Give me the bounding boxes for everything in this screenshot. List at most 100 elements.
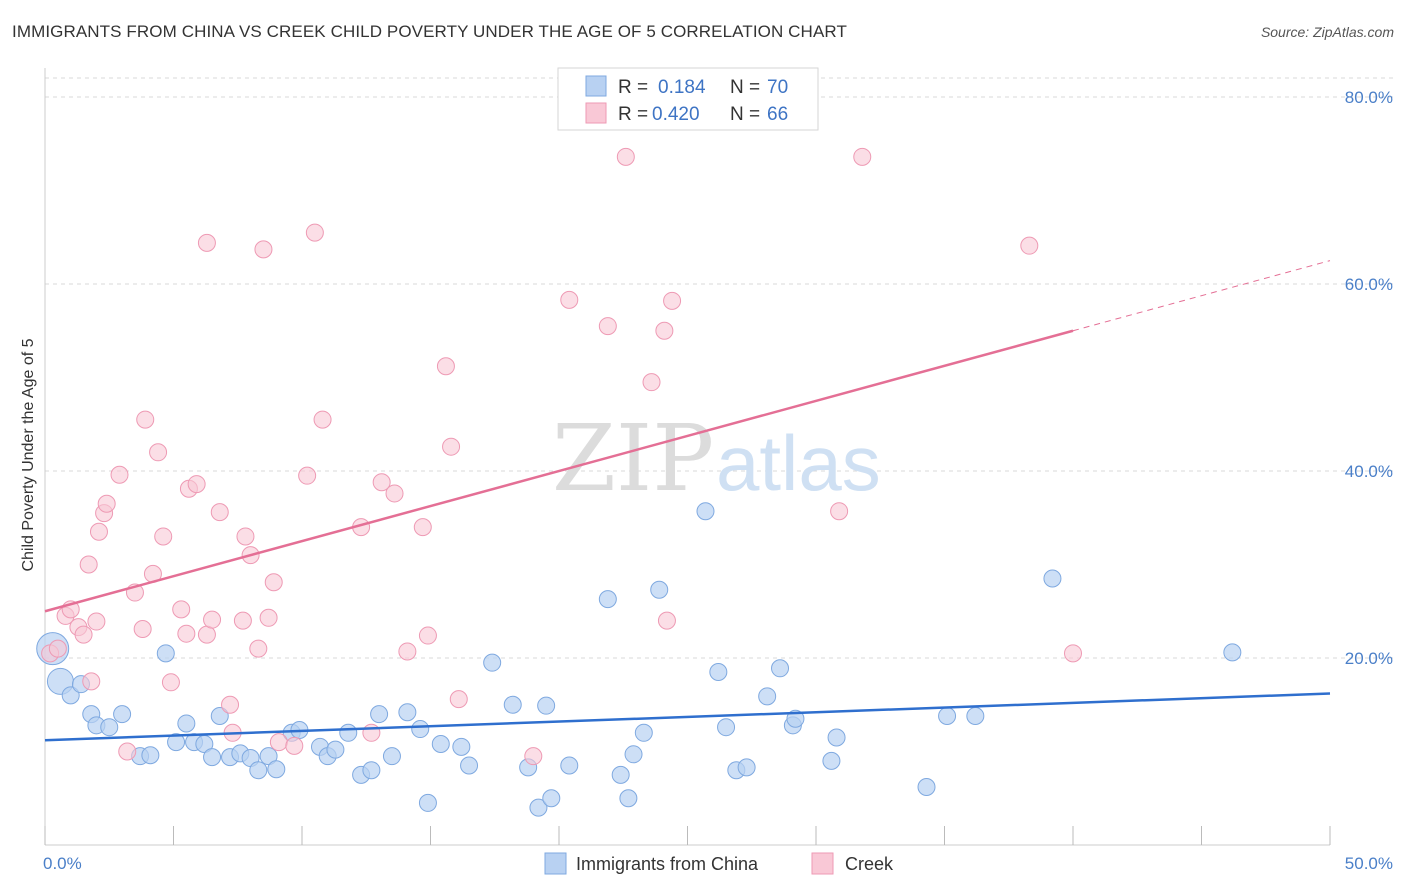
china-point <box>917 778 936 797</box>
watermark: ZIP atlas <box>552 405 881 512</box>
creek-point <box>133 620 152 639</box>
y-tick-label: 60.0% <box>1345 275 1393 294</box>
china-point <box>822 751 841 770</box>
creek-point <box>74 625 93 644</box>
creek-point <box>97 494 116 513</box>
creek-trendline <box>44 329 1074 613</box>
china-point <box>156 644 175 663</box>
china-point <box>611 765 630 784</box>
china-point <box>411 720 430 739</box>
trendlines <box>44 260 1331 742</box>
china-point <box>100 718 119 737</box>
creek-point <box>413 518 432 537</box>
bottom-legend-label-china: Immigrants from China <box>576 854 759 874</box>
creek-point <box>87 612 106 631</box>
x-axis-ticks <box>44 826 1331 845</box>
creek-point <box>598 317 617 336</box>
creek-point <box>1064 644 1082 663</box>
creek-point <box>197 233 216 252</box>
legend-n-label-creek: N = <box>730 104 760 125</box>
bottom-legend: Immigrants from China Creek <box>544 852 894 875</box>
china-point <box>382 747 401 766</box>
china-point <box>249 761 268 780</box>
creek-point <box>398 642 417 661</box>
china-point <box>210 706 229 725</box>
china-point <box>113 705 132 724</box>
creek-trendline-extrapolated <box>1072 260 1331 332</box>
china-point <box>418 793 437 812</box>
bottom-legend-swatch-creek <box>811 852 834 875</box>
creek-point <box>48 639 67 658</box>
china-point <box>966 706 985 725</box>
china-point <box>771 659 790 678</box>
bottom-legend-swatch-china <box>544 852 567 875</box>
creek-point <box>221 695 240 714</box>
x-tick-label-max: 50.0% <box>1345 854 1393 873</box>
creek-point <box>177 624 196 643</box>
legend-r-value-china: 0.184 <box>658 77 706 98</box>
china-point <box>696 502 715 521</box>
creek-point <box>233 611 252 630</box>
china-point <box>619 789 638 808</box>
creek-point <box>187 475 206 494</box>
creek-point <box>285 736 304 755</box>
china-point <box>758 687 777 706</box>
creek-point <box>657 611 676 630</box>
creek-point <box>830 502 849 521</box>
y-tick-label: 20.0% <box>1345 649 1393 668</box>
legend-r-label-creek: R = <box>618 104 648 125</box>
creek-point <box>254 240 273 259</box>
legend-r-value-creek: 0.420 <box>652 104 700 125</box>
creek-point <box>118 742 137 761</box>
china-point <box>560 756 579 775</box>
creek-point <box>372 473 391 492</box>
creek-point <box>197 625 216 644</box>
legend-box: R = 0.184 N = 70 R = 0.420 N = 66 <box>557 67 819 131</box>
china-point <box>177 714 196 733</box>
legend-n-value-china: 70 <box>767 77 788 98</box>
creek-point <box>210 503 229 522</box>
china-point <box>503 695 522 714</box>
legend-r-label-china: R = <box>618 77 648 98</box>
china-point <box>483 653 502 672</box>
china-point <box>203 748 222 767</box>
china-point <box>634 723 653 742</box>
creek-point <box>269 733 288 752</box>
legend-n-label-china: N = <box>730 77 760 98</box>
china-point <box>460 756 479 775</box>
china-point <box>339 723 358 742</box>
china-point <box>709 663 728 682</box>
china-point <box>267 760 286 779</box>
china-point <box>650 580 669 599</box>
creek-point <box>259 608 278 627</box>
legend-n-value-creek: 66 <box>767 104 788 125</box>
china-point <box>141 746 160 765</box>
china-point <box>537 696 556 715</box>
creek-point <box>249 639 268 658</box>
china-point <box>786 709 805 728</box>
creek-point <box>418 626 437 645</box>
china-point <box>370 705 389 724</box>
china-point <box>542 789 561 808</box>
creek-point <box>154 527 173 546</box>
china-point <box>362 761 381 780</box>
creek-point <box>203 610 222 629</box>
creek-point <box>79 555 98 574</box>
creek-point <box>385 484 404 503</box>
china-point <box>737 758 756 777</box>
china-point <box>827 728 846 747</box>
china-point <box>452 737 471 756</box>
creek-point <box>89 522 108 541</box>
china-point <box>398 703 417 722</box>
creek-point <box>655 321 674 340</box>
china-point <box>624 745 643 764</box>
creek-point <box>298 466 317 485</box>
china-point <box>529 798 548 817</box>
creek-point <box>362 723 381 742</box>
creek-point <box>560 290 579 309</box>
china-point <box>167 733 186 752</box>
y-tick-label: 80.0% <box>1345 88 1393 107</box>
series-china-points <box>36 502 1242 817</box>
china-point <box>598 590 617 609</box>
